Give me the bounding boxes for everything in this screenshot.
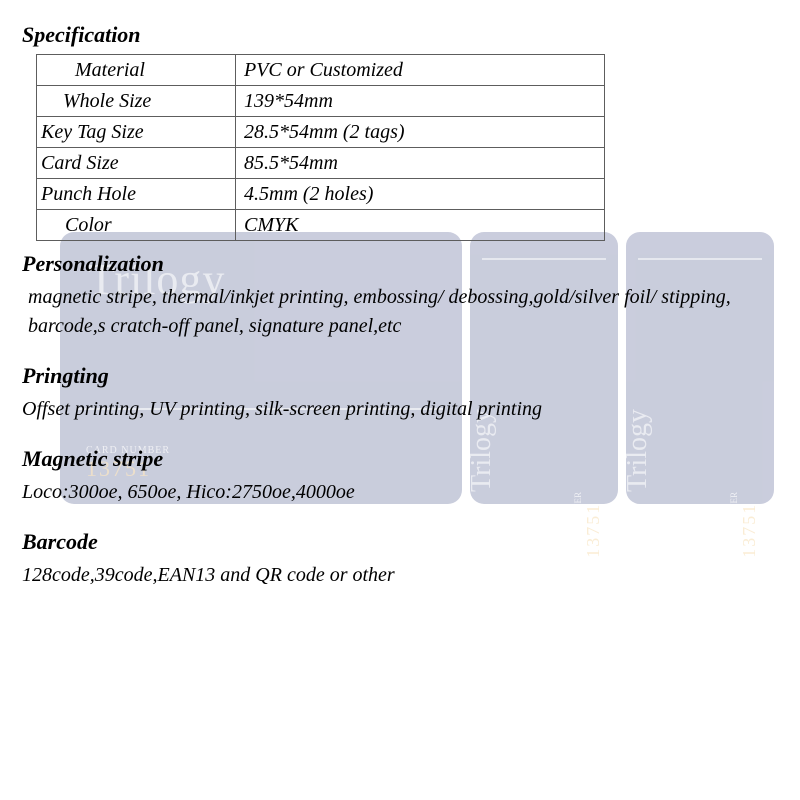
- spec-key: Whole Size: [37, 86, 236, 117]
- magnetic-stripe-text: Loco:300oe, 650oe, Hico:2750oe,4000oe: [22, 478, 778, 507]
- heading-personalization: Personalization: [22, 251, 778, 277]
- personalization-text: magnetic stripe, thermal/inkjet printing…: [22, 283, 778, 341]
- spec-key: Card Size: [37, 148, 236, 179]
- specification-table: Material PVC or Customized Whole Size 13…: [36, 54, 605, 241]
- spec-value: 28.5*54mm (2 tags): [236, 117, 605, 148]
- table-row: Whole Size 139*54mm: [37, 86, 605, 117]
- heading-barcode: Barcode: [22, 529, 778, 555]
- heading-printing: Pringting: [22, 363, 778, 389]
- table-row: Key Tag Size 28.5*54mm (2 tags): [37, 117, 605, 148]
- barcode-text: 128code,39code,EAN13 and QR code or othe…: [22, 561, 778, 590]
- heading-specification: Specification: [22, 22, 778, 48]
- spec-value: 139*54mm: [236, 86, 605, 117]
- spec-key: Material: [37, 55, 236, 86]
- table-row: Punch Hole 4.5mm (2 holes): [37, 179, 605, 210]
- spec-key: Punch Hole: [37, 179, 236, 210]
- heading-magnetic-stripe: Magnetic stripe: [22, 446, 778, 472]
- spec-value: PVC or Customized: [236, 55, 605, 86]
- spec-value: 85.5*54mm: [236, 148, 605, 179]
- spec-value: 4.5mm (2 holes): [236, 179, 605, 210]
- table-row: Material PVC or Customized: [37, 55, 605, 86]
- spec-key: Color: [37, 210, 236, 241]
- spec-value: CMYK: [236, 210, 605, 241]
- table-row: Card Size 85.5*54mm: [37, 148, 605, 179]
- table-row: Color CMYK: [37, 210, 605, 241]
- printing-text: Offset printing, UV printing, silk-scree…: [22, 395, 778, 424]
- spec-key: Key Tag Size: [37, 117, 236, 148]
